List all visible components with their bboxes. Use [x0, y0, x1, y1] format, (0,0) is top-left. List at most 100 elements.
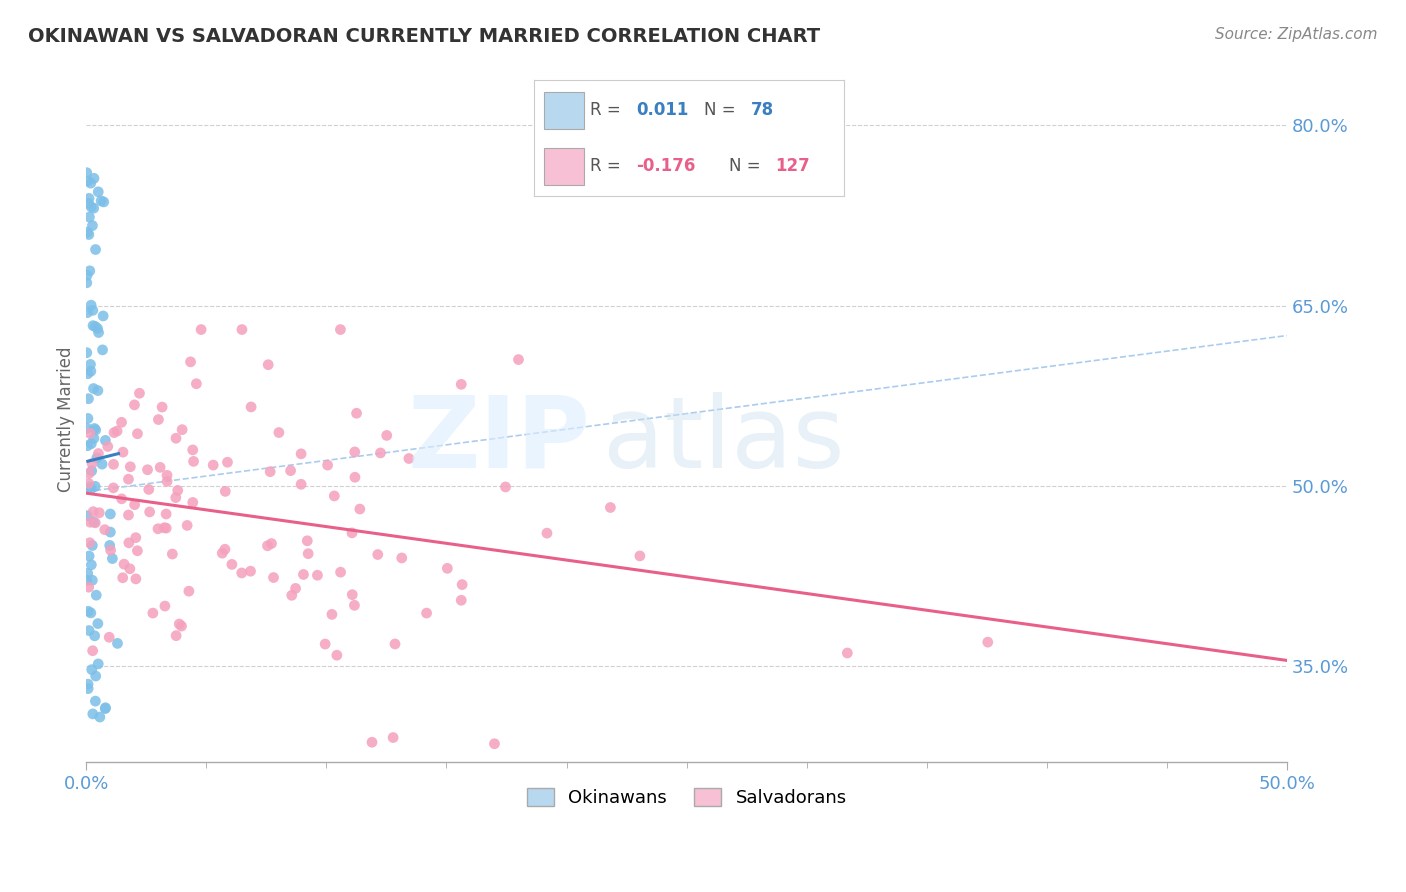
Text: -0.176: -0.176 [637, 157, 696, 175]
Point [297, 533, 319, 548]
Point [110, 491, 132, 506]
Point [415, 606, 437, 620]
Point [128, 386, 150, 401]
Point [77, 227, 100, 242]
Point [83, 201, 105, 215]
Point [83, 629, 105, 643]
Point [221, 558, 243, 572]
Point [231, 566, 253, 580]
Point [77, 681, 100, 696]
Point [375, 428, 398, 442]
Point [87, 326, 110, 340]
Point [84, 423, 107, 437]
Point [153, 599, 176, 613]
Point [87, 616, 110, 631]
Point [321, 607, 343, 622]
Point [382, 731, 405, 745]
Point [217, 455, 239, 469]
Point [628, 549, 651, 563]
Point [76, 439, 98, 453]
Point [84, 243, 107, 257]
Point [138, 505, 160, 519]
Point [80, 464, 103, 478]
Point [370, 446, 392, 460]
Point [84, 669, 107, 683]
Point [112, 557, 135, 571]
Point [314, 637, 336, 651]
Point [346, 406, 368, 420]
Point [342, 588, 364, 602]
Point [91, 343, 114, 357]
Text: 127: 127 [776, 157, 810, 175]
Point [156, 475, 179, 489]
Point [150, 400, 173, 414]
Point [165, 629, 187, 643]
Point [84, 516, 107, 530]
Point [484, 737, 506, 751]
Point [82, 219, 104, 233]
Point [146, 522, 169, 536]
Point [107, 636, 129, 650]
Point [82, 303, 104, 318]
Point [76, 276, 98, 290]
Point [316, 458, 339, 472]
Point [79, 210, 101, 224]
Point [83, 171, 105, 186]
Point [436, 561, 458, 575]
Text: R =: R = [591, 157, 626, 175]
Point [495, 480, 517, 494]
Point [77, 677, 100, 691]
Point [79, 516, 101, 530]
Point [451, 577, 474, 591]
Point [166, 483, 188, 498]
Point [343, 470, 366, 484]
Point [239, 564, 262, 578]
Point [125, 531, 148, 545]
Point [508, 352, 530, 367]
Point [162, 547, 184, 561]
Point [84, 319, 107, 334]
Point [117, 472, 139, 486]
Point [280, 588, 302, 602]
Point [326, 648, 349, 663]
Legend: Okinawans, Salvadorans: Okinawans, Salvadorans [519, 780, 853, 814]
Point [77, 580, 100, 594]
Point [80, 364, 103, 378]
Point [177, 584, 200, 599]
Point [79, 358, 101, 372]
Point [142, 606, 165, 620]
Point [98, 630, 121, 644]
Point [87, 384, 110, 398]
Text: Source: ZipAtlas.com: Source: ZipAtlas.com [1215, 27, 1378, 42]
Point [263, 570, 285, 584]
Point [87, 185, 110, 199]
Point [138, 483, 160, 497]
Point [77, 196, 100, 211]
Point [307, 568, 329, 582]
Point [384, 637, 406, 651]
Point [98, 525, 121, 540]
Point [118, 536, 141, 550]
FancyBboxPatch shape [544, 147, 583, 185]
Point [76, 174, 98, 188]
Point [77, 624, 100, 638]
Point [153, 521, 176, 535]
Point [83, 382, 105, 396]
Point [101, 551, 124, 566]
Point [76, 508, 98, 523]
Point [84, 479, 107, 493]
Point [292, 567, 315, 582]
Point [76, 367, 98, 381]
Point [80, 436, 103, 450]
Point [80, 663, 103, 677]
Point [450, 593, 472, 607]
Point [98, 538, 121, 552]
Point [80, 176, 103, 190]
Point [127, 543, 149, 558]
Point [155, 507, 177, 521]
Text: N =: N = [704, 102, 741, 120]
Point [450, 377, 472, 392]
Point [977, 635, 1000, 649]
Point [94, 700, 117, 714]
Point [77, 549, 100, 563]
